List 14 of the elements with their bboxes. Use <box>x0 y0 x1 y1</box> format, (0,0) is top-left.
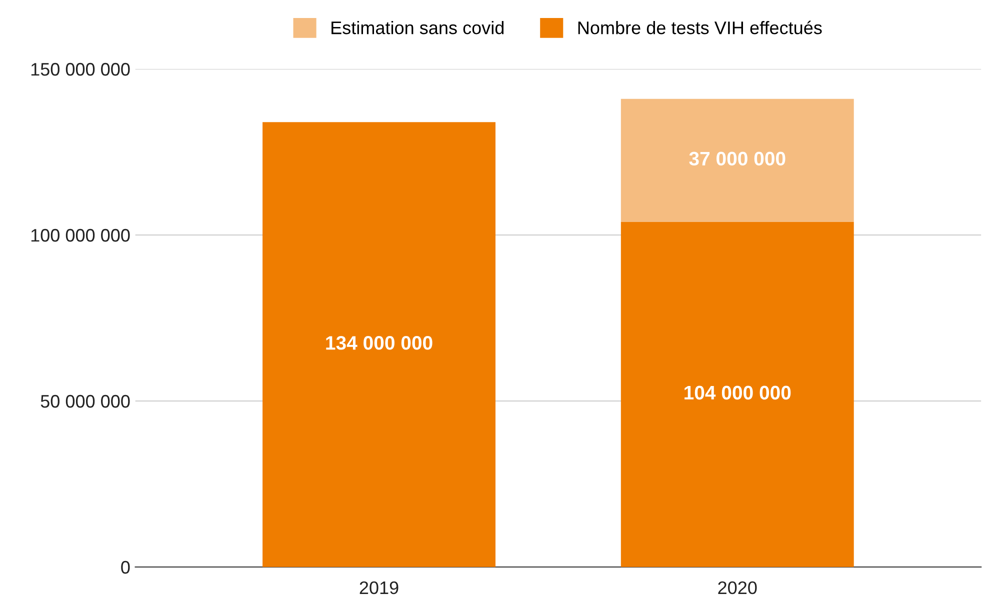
y-tick-label: 100 000 000 <box>31 228 130 242</box>
data-label: 104 000 000 <box>684 386 791 400</box>
x-tick-label: 2019 <box>360 581 398 594</box>
data-label: 134 000 000 <box>326 336 432 350</box>
y-tick-label: 0 <box>121 560 130 574</box>
y-tick-label: 150 000 000 <box>31 62 130 76</box>
legend-label: Estimation sans covid <box>332 20 504 34</box>
data-label: 37 000 000 <box>689 152 786 166</box>
bar <box>620 222 854 567</box>
legend-label: Nombre de tests VIH effectués <box>578 20 822 34</box>
x-tick-label: 2020 <box>718 581 757 594</box>
bar <box>620 98 854 222</box>
y-tick-label: 50 000 000 <box>40 394 130 408</box>
bar <box>262 122 496 567</box>
